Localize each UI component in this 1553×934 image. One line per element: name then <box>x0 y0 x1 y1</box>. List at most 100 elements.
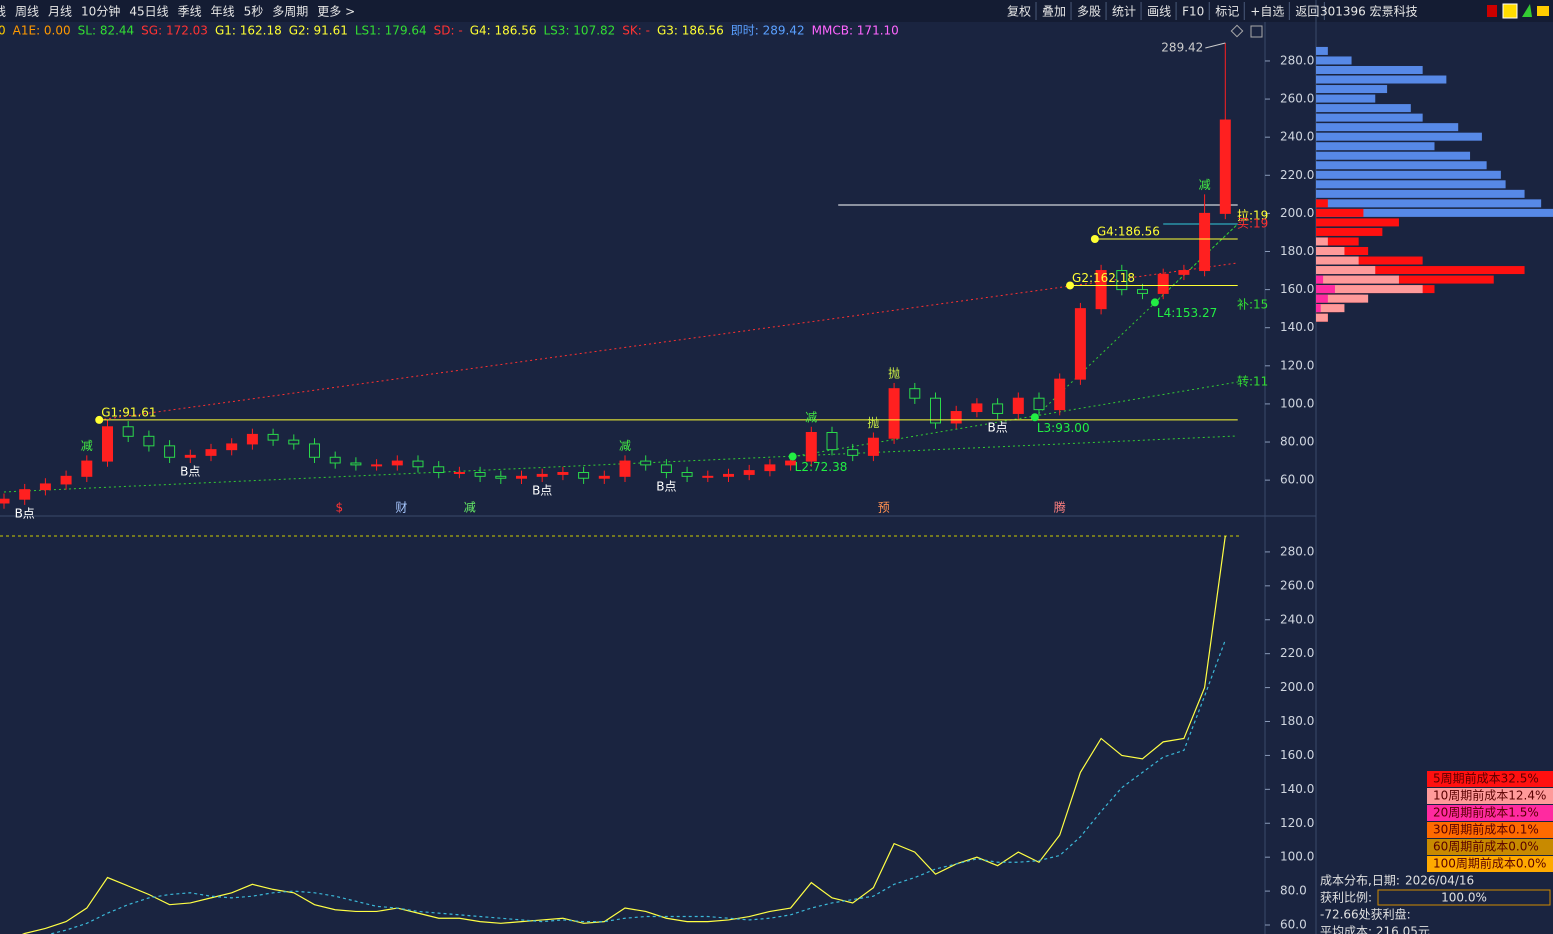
candle-body <box>1116 270 1128 291</box>
toolbar-item[interactable]: 更多 > <box>317 5 355 19</box>
y-tick-label: 220.0 <box>1280 168 1314 182</box>
profit-bar <box>1377 889 1551 906</box>
info-label: 成本分布,日期: <box>1320 874 1400 888</box>
pivot-label: L4:153.27 <box>1157 306 1217 320</box>
toolbar-button[interactable]: 标记 <box>1215 5 1239 19</box>
candle-body <box>122 426 134 437</box>
cost-bar <box>1316 113 1423 122</box>
toolbar-item[interactable]: 月线 <box>48 5 72 19</box>
toolbar-button[interactable]: 复权 <box>1007 5 1031 19</box>
indicator: MMCB: 171.10 <box>812 24 899 38</box>
indicator: G3: 186.56 <box>657 24 724 38</box>
candle-body <box>81 460 93 477</box>
candle-body <box>557 472 569 475</box>
toolbar-button[interactable]: 多股 <box>1077 5 1101 19</box>
max-arrow <box>1205 42 1226 49</box>
cost-bar <box>1316 75 1447 84</box>
y-tick-label: 120.0 <box>1280 358 1314 372</box>
event-marker: $ <box>336 501 344 515</box>
signal: B点 <box>532 484 552 498</box>
signal: 抛 <box>867 415 879 430</box>
cost-bar <box>1316 285 1335 294</box>
legend-swatch <box>1427 805 1553 821</box>
toolbar-item[interactable]: 45日线 <box>129 5 168 19</box>
cost-bar <box>1316 266 1525 275</box>
cost-bar <box>1316 180 1506 189</box>
candle-body <box>143 435 155 447</box>
cost-bar <box>1316 170 1501 179</box>
edge-label: 买:19 <box>1237 217 1268 231</box>
cost-bar <box>1316 275 1494 284</box>
signal: B点 <box>180 464 200 478</box>
toolbar-button[interactable]: F10 <box>1182 5 1204 19</box>
info-label: 获利比例: <box>1320 891 1372 905</box>
toolbar-item[interactable]: 季线 <box>178 5 202 19</box>
cost-bar <box>1316 275 1399 284</box>
pivot-point <box>95 415 104 424</box>
toolbar-button[interactable]: 画线 <box>1147 5 1171 19</box>
candle-body <box>992 403 1004 414</box>
toolbar-item[interactable]: 周线 <box>15 5 39 19</box>
flag-icons[interactable] <box>1487 3 1549 19</box>
toolbar-item[interactable]: 年线 <box>211 5 235 19</box>
legend-entry: 10周期前成本12.4% <box>1433 788 1546 803</box>
toolbar <box>0 0 1553 22</box>
indicator: 即时: 289.42 <box>731 24 805 38</box>
candle-body <box>1199 212 1211 272</box>
icon[interactable] <box>1537 6 1549 16</box>
pivot-point <box>1150 298 1159 307</box>
cost-bar <box>1316 94 1376 103</box>
info-line: -72.66处获利盘: <box>1320 907 1411 922</box>
y-tick-label: 120.0 <box>1280 816 1314 830</box>
pane-button[interactable] <box>1250 25 1263 38</box>
icon[interactable] <box>1502 3 1518 19</box>
candle-body <box>39 483 51 491</box>
toolbar-button[interactable]: 统计 <box>1112 5 1136 19</box>
cost-bar <box>1316 142 1435 151</box>
event-marker: 财 <box>395 501 407 515</box>
candle-body <box>371 464 383 467</box>
cost-bar <box>1316 304 1321 313</box>
signal: 减 <box>619 439 631 453</box>
toolbar-item[interactable]: 多周期 <box>272 5 308 19</box>
icon[interactable] <box>1522 4 1532 17</box>
event-marker: 预 <box>878 501 890 515</box>
pane-button[interactable] <box>1230 24 1244 38</box>
candle-body <box>453 472 465 475</box>
toolbar-item[interactable]: 10分钟 <box>81 4 120 19</box>
candle-body <box>1137 289 1148 294</box>
cost-bar <box>1316 237 1328 246</box>
candle-body <box>350 462 362 466</box>
cost-bar <box>1316 294 1369 303</box>
candle-body <box>391 460 403 466</box>
icon[interactable] <box>1487 5 1497 17</box>
cost-bar <box>1316 256 1359 265</box>
candle-body <box>288 439 300 445</box>
candle-body <box>516 475 527 479</box>
y-tick-label: 180.0 <box>1280 244 1314 258</box>
toolbar-button[interactable]: +自选 <box>1250 5 1284 19</box>
cost-bar <box>1316 46 1328 55</box>
edge-label: 拉:19 <box>1237 208 1268 223</box>
toolbar-button[interactable]: 返回 <box>1295 5 1319 19</box>
toolbar-item[interactable]: 5秒 <box>244 5 264 19</box>
signal: B点 <box>987 421 1007 435</box>
toolbar-button[interactable]: 叠加 <box>1042 5 1066 19</box>
candle-body <box>1095 270 1107 310</box>
candle-body <box>329 456 341 464</box>
edge-label: 补:15 <box>1237 297 1268 311</box>
cost-bar <box>1316 294 1328 303</box>
pivot-label: L2:72.38 <box>795 460 848 474</box>
toolbar-item[interactable]: 线 <box>0 5 6 19</box>
candle-body <box>826 431 838 451</box>
legend-entry: 60周期前成本0.0% <box>1433 839 1539 854</box>
cost-bar <box>1316 56 1352 65</box>
cost-bar <box>1316 104 1411 113</box>
indicator: LS3: 107.82 <box>544 24 616 38</box>
event-marker: 腾 <box>1054 500 1066 515</box>
signal: B点 <box>15 506 35 520</box>
indicator-line <box>47 639 1226 934</box>
candle-body <box>847 449 859 456</box>
